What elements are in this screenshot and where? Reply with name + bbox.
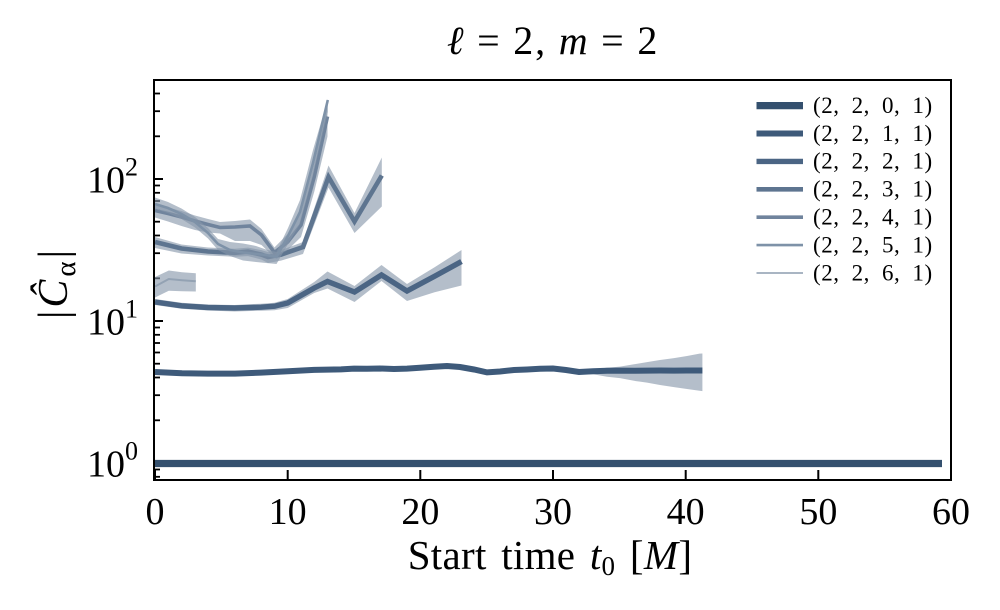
svg-text:0: 0 xyxy=(146,491,165,533)
svg-text:Start time t0 [M]: Start time t0 [M] xyxy=(408,532,693,581)
svg-text:(2, 2, 5, 1): (2, 2, 5, 1) xyxy=(813,232,933,257)
svg-text:(2, 2, 3, 1): (2, 2, 3, 1) xyxy=(813,177,933,202)
svg-text:(2, 2, 2, 1): (2, 2, 2, 1) xyxy=(813,149,933,174)
svg-text:(2, 2, 6, 1): (2, 2, 6, 1) xyxy=(813,260,933,285)
svg-text:(2, 2, 1, 1): (2, 2, 1, 1) xyxy=(813,121,933,146)
svg-text:10: 10 xyxy=(269,491,307,533)
svg-text:|Ĉα|: |Ĉα| xyxy=(30,247,82,319)
svg-text:60: 60 xyxy=(932,491,970,533)
svg-text:ℓ = 2, m = 2: ℓ = 2, m = 2 xyxy=(447,18,659,63)
svg-text:20: 20 xyxy=(401,491,439,533)
svg-text:40: 40 xyxy=(667,491,705,533)
svg-text:(2, 2, 0, 1): (2, 2, 0, 1) xyxy=(813,93,933,118)
svg-text:30: 30 xyxy=(534,491,572,533)
svg-text:(2, 2, 4, 1): (2, 2, 4, 1) xyxy=(813,205,933,230)
svg-text:50: 50 xyxy=(799,491,837,533)
